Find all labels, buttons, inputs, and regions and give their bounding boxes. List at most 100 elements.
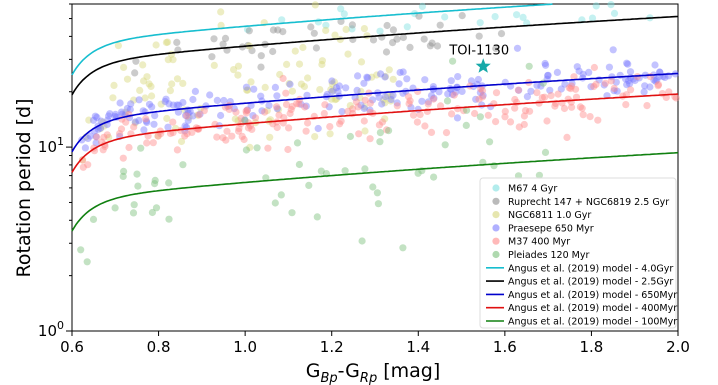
data-point — [273, 123, 281, 132]
data-point — [572, 93, 581, 101]
data-point — [300, 82, 308, 91]
data-point — [479, 91, 487, 99]
data-point — [326, 123, 334, 131]
data-point — [188, 128, 196, 136]
data-point — [423, 107, 431, 115]
data-point — [567, 85, 575, 93]
data-point — [476, 19, 484, 27]
data-point — [387, 92, 395, 100]
data-point — [430, 94, 438, 102]
data-point — [258, 107, 266, 115]
data-point — [484, 111, 492, 119]
data-point — [152, 41, 160, 49]
data-point — [109, 94, 117, 102]
model-curve-2 — [71, 72, 679, 153]
data-point — [652, 77, 660, 85]
data-point — [646, 73, 654, 81]
data-point — [448, 90, 457, 99]
data-point — [282, 100, 291, 109]
data-point — [165, 100, 173, 108]
data-point — [213, 133, 221, 141]
x-axis-label-sub2: Rp — [360, 371, 377, 385]
data-point — [93, 113, 101, 121]
data-point — [316, 86, 324, 94]
data-point — [387, 95, 395, 104]
data-point — [119, 172, 127, 180]
data-point — [478, 93, 487, 101]
data-point — [376, 27, 384, 35]
legend-marker — [492, 224, 500, 232]
data-point — [568, 79, 576, 87]
data-point — [501, 107, 509, 115]
data-point — [182, 111, 190, 119]
data-point — [389, 75, 397, 83]
data-point — [375, 93, 383, 101]
data-point — [331, 31, 339, 39]
data-point — [570, 73, 578, 81]
data-point — [354, 72, 362, 80]
data-point — [610, 84, 618, 92]
data-point — [280, 114, 288, 122]
data-point — [541, 59, 549, 68]
data-point — [351, 93, 359, 102]
data-point — [407, 103, 415, 112]
data-point — [403, 75, 411, 83]
data-point — [228, 132, 236, 140]
data-point — [627, 86, 635, 94]
data-point — [232, 108, 240, 116]
data-point — [154, 132, 162, 140]
data-point — [610, 87, 618, 95]
data-point — [278, 16, 286, 24]
data-point — [613, 87, 621, 95]
data-point — [475, 95, 483, 103]
data-point — [486, 138, 494, 146]
data-point — [322, 26, 330, 34]
legend-entry: Angus et al. (2019) model - 2.5Gyr — [508, 277, 673, 288]
data-point — [157, 100, 165, 108]
data-point — [77, 246, 85, 254]
data-point — [337, 5, 345, 13]
data-point — [166, 129, 175, 138]
data-point — [135, 96, 143, 104]
data-point — [220, 96, 228, 105]
data-point — [547, 92, 555, 100]
data-point — [478, 87, 487, 95]
data-point — [515, 86, 523, 94]
data-point — [387, 97, 395, 105]
data-point — [246, 143, 254, 151]
data-point — [238, 132, 246, 140]
data-point — [654, 82, 662, 90]
data-point — [242, 107, 250, 115]
data-point — [563, 133, 571, 141]
data-point — [380, 96, 388, 104]
data-point — [513, 44, 522, 52]
data-point — [196, 110, 204, 118]
data-point — [328, 95, 336, 103]
data-point — [572, 85, 580, 93]
data-point — [288, 87, 296, 95]
legend-entry: M37 400 Myr — [508, 237, 570, 248]
data-point — [458, 12, 466, 20]
data-point — [452, 88, 460, 96]
data-point — [183, 130, 191, 138]
data-point — [266, 133, 274, 141]
data-point — [286, 109, 294, 118]
data-point — [285, 124, 293, 132]
data-point — [349, 105, 357, 113]
data-point — [444, 90, 452, 98]
data-point — [230, 105, 238, 113]
data-point — [131, 119, 139, 127]
data-point — [352, 98, 360, 106]
data-point — [441, 141, 449, 149]
data-point — [164, 56, 172, 64]
data-point — [358, 237, 366, 245]
data-point — [248, 47, 256, 55]
data-point — [106, 110, 114, 118]
data-point — [377, 70, 385, 78]
toi-1130-marker: TOI-1130 — [448, 43, 509, 73]
data-point — [264, 144, 272, 152]
data-point — [366, 99, 374, 107]
data-point — [426, 42, 434, 50]
data-point — [416, 111, 424, 119]
data-point — [383, 126, 391, 134]
